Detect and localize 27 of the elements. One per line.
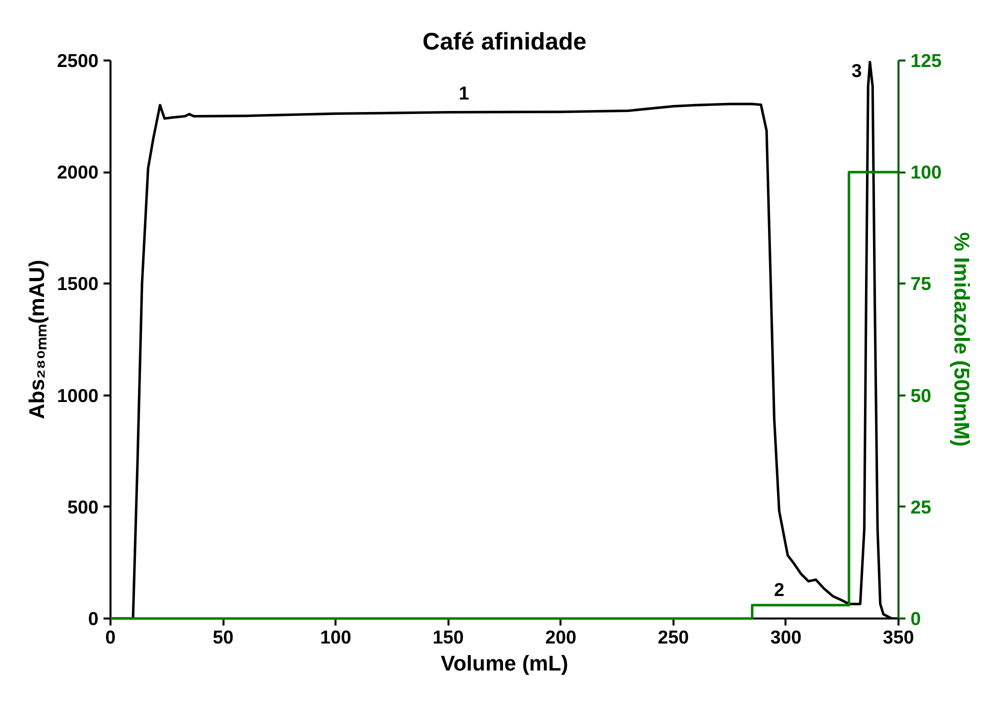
- y2-tick-label: 0: [910, 608, 921, 629]
- y-tick-label: 0: [88, 608, 99, 629]
- y2-tick-label: 100: [910, 162, 942, 183]
- x-tick-label: 100: [320, 626, 352, 648]
- x-tick-label: 0: [105, 626, 116, 648]
- y2-tick-label: 25: [910, 496, 932, 518]
- annotation: 1: [458, 82, 470, 104]
- y-tick-label: 2500: [56, 50, 99, 71]
- x-tick-label: 250: [658, 626, 689, 648]
- y-tick-label: 1000: [56, 384, 99, 406]
- x-tick-label: 50: [212, 626, 234, 648]
- y2-tick-label: 50: [910, 384, 932, 406]
- x-tick-label: 300: [770, 626, 802, 648]
- y-tick-label: 500: [67, 496, 99, 518]
- x-tick-label: 350: [882, 626, 914, 648]
- y2-tick-label: 125: [910, 50, 942, 71]
- annotation: 3: [852, 60, 862, 82]
- x-tick-label: 200: [545, 626, 576, 648]
- y-axis-title: Abs₂₈₀ₘₘ(mAU): [24, 260, 49, 420]
- x-tick-label: 150: [432, 626, 464, 648]
- annotation: 2: [774, 578, 784, 600]
- chart-title: Café afinidade: [422, 28, 587, 56]
- y-tick-label: 2000: [56, 162, 99, 183]
- y2-tick-label: 75: [910, 273, 932, 294]
- x-axis-title: Volume (mL): [440, 652, 568, 676]
- y-tick-label: 1500: [56, 273, 99, 294]
- y2-axis-title: % Imidazole (500mM): [950, 232, 974, 447]
